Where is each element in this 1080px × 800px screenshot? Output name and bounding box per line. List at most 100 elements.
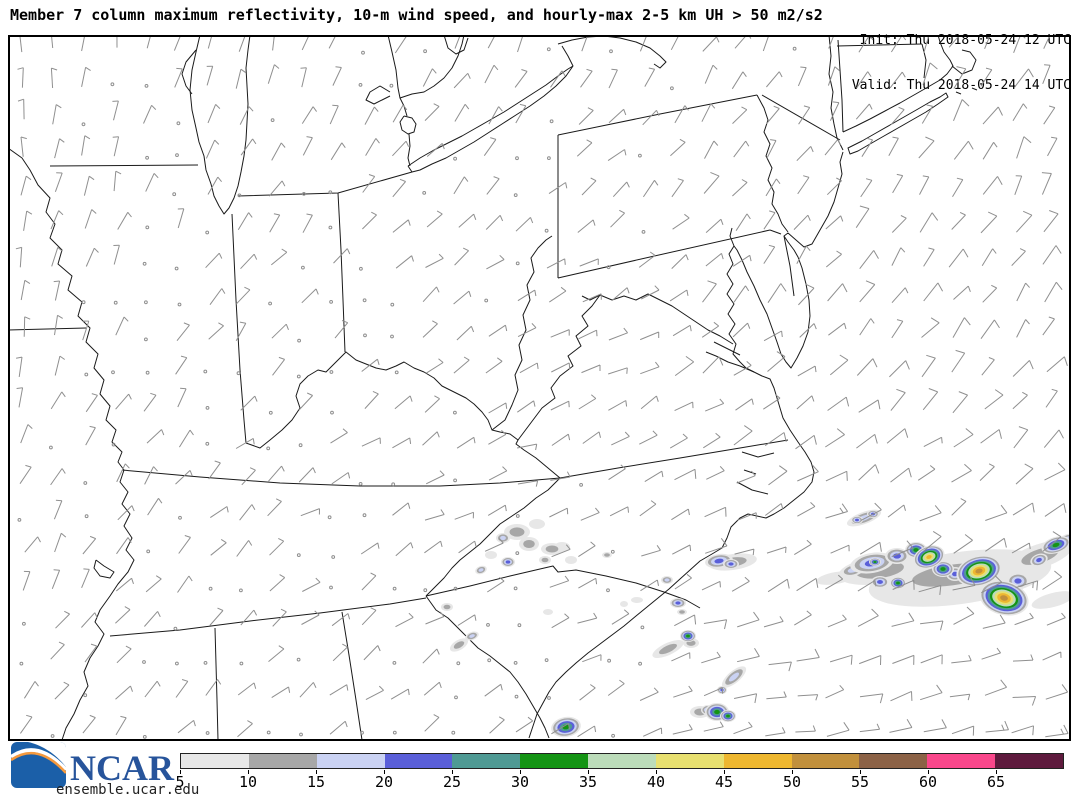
state-border-line [557, 229, 771, 279]
wind-barb-line [1028, 68, 1034, 78]
wind-barb-line [486, 259, 505, 270]
wind-barb-line [964, 534, 973, 541]
wind-barb-line [208, 325, 224, 340]
wind-barb-line [1042, 318, 1055, 336]
wind-barb-line [673, 690, 693, 698]
wind-barb-line [780, 283, 787, 292]
wind-barb-line [395, 542, 412, 557]
wind-barb-line [590, 177, 597, 182]
calm-wind-circle [19, 661, 24, 666]
wind-barb-line [26, 714, 33, 718]
wind-barb-line [89, 425, 96, 429]
wind-barb-line [235, 322, 247, 341]
wind-barb-line [590, 394, 597, 399]
reflectivity-ring [1014, 578, 1022, 584]
wind-barb-line [798, 287, 815, 306]
wind-barb-line [330, 142, 343, 161]
calm-wind-circle [239, 661, 244, 666]
calm-wind-circle [176, 121, 181, 126]
wind-barb-line [649, 251, 656, 256]
wind-barb-line [587, 107, 594, 111]
wind-barb-line [22, 571, 31, 591]
wind-barb-line [272, 359, 285, 376]
wind-barb-line [829, 102, 840, 121]
wind-barb-line [330, 432, 348, 444]
wind-barb-line [689, 325, 692, 332]
wind-barb-line [180, 355, 187, 359]
wind-barb-line [872, 358, 878, 368]
calm-wind-circle [423, 588, 428, 593]
wind-barb-line [797, 506, 816, 517]
wind-barb-line [113, 245, 120, 265]
wind-barb-line [766, 71, 780, 88]
wind-barb-line [25, 175, 32, 181]
wind-barb-line [721, 253, 724, 260]
calm-wind-circle [175, 153, 179, 158]
wind-barb-line [813, 323, 817, 330]
wind-barb-line [706, 470, 725, 480]
wind-barb-line [859, 205, 870, 210]
wind-barb-line [837, 574, 844, 580]
wind-barb-line [1028, 543, 1031, 550]
wind-barb-line [274, 64, 280, 69]
calm-wind-circle [611, 733, 615, 738]
wind-barb-line [362, 214, 377, 230]
wind-barb-line [877, 399, 881, 410]
wind-barb-line [620, 464, 626, 470]
wind-barb-line [767, 578, 788, 593]
reflectivity-ring [505, 560, 511, 564]
wind-barb-line [891, 287, 906, 304]
wind-barb-line [826, 729, 850, 737]
wind-barb-line [994, 389, 1004, 396]
wind-barb-line [331, 472, 349, 485]
wind-barb-line [611, 287, 628, 301]
wind-barb-line [733, 726, 753, 735]
wind-barb-line [836, 428, 845, 435]
wind-barb-line [88, 175, 95, 181]
wind-barb-line [252, 138, 257, 145]
wind-barb-line [144, 466, 154, 485]
wind-barb-line [741, 179, 748, 183]
wind-barb-line [113, 171, 117, 192]
wind-barb-line [564, 613, 570, 619]
wind-barb-line [654, 180, 659, 186]
wind-barb-line [644, 470, 663, 483]
calm-wind-circle [239, 588, 243, 593]
wind-barb-line [641, 549, 661, 557]
wind-barb-line [151, 104, 157, 110]
wind-barb-line [361, 575, 377, 591]
wind-barb-line [84, 135, 91, 140]
wind-barb-line [54, 172, 63, 192]
wind-barb-line [745, 140, 750, 147]
colorbar-segment [452, 754, 521, 768]
wind-barb-line [271, 142, 282, 161]
wind-barb-line [207, 35, 213, 49]
wind-barb-line [796, 146, 812, 162]
wind-barb-line [674, 361, 694, 377]
wind-barb-line [670, 35, 680, 51]
calm-wind-circle [515, 156, 519, 161]
wind-barb-line [890, 467, 910, 483]
wind-barb-line [952, 584, 976, 591]
wind-barb-line [493, 176, 500, 180]
colorbar-tick-label: 10 [238, 773, 258, 791]
wind-barb-line [220, 538, 227, 544]
state-border-line [528, 151, 844, 739]
wind-barb-line [982, 142, 995, 160]
wind-barb-line [710, 171, 720, 177]
wind-barb-line [130, 685, 133, 692]
wind-barb-line [467, 73, 471, 79]
colorbar-segment [520, 754, 589, 768]
wind-barb-line [432, 68, 437, 74]
wind-barb-line [889, 71, 903, 89]
wind-barb-line [953, 613, 975, 625]
wind-barb-line [177, 388, 187, 408]
wind-barb-line [733, 693, 757, 699]
wind-barb-line [209, 610, 224, 626]
wind-barb-line [253, 609, 258, 616]
reflectivity-cells [441, 509, 1071, 738]
wind-barb-line [580, 512, 600, 521]
wind-barb-line [333, 248, 348, 264]
wind-barb-line [702, 36, 717, 52]
wind-barb-line [115, 609, 131, 624]
